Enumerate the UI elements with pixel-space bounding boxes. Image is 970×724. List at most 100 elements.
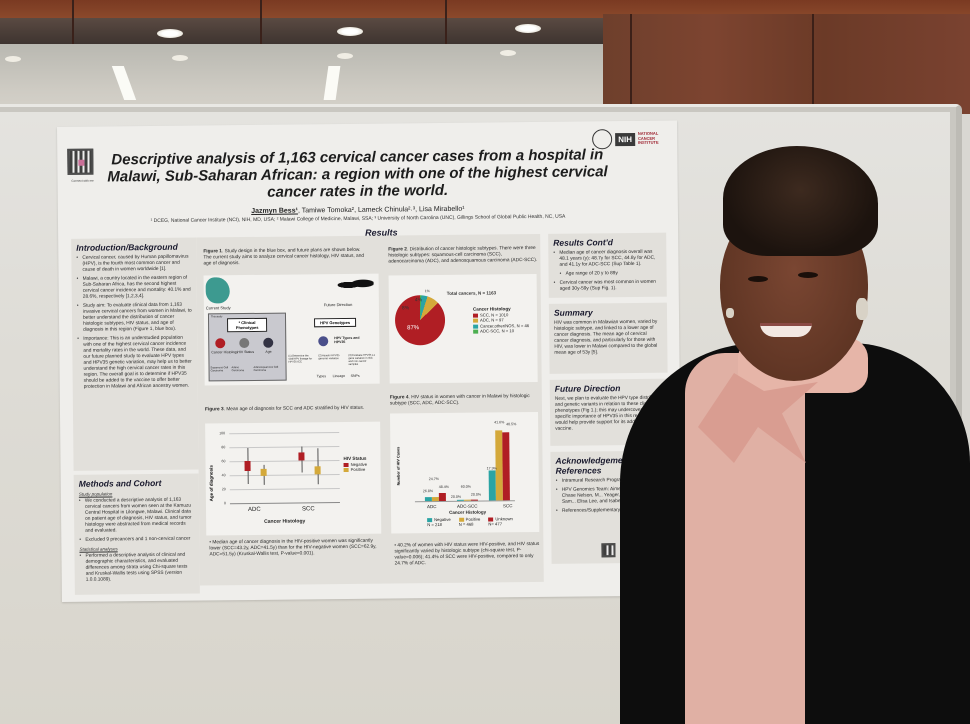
pie-legend: Cancer Histology SCC, N = 1010 ADC, N = … bbox=[473, 306, 529, 334]
fig1-study-design: Current Study Future Direction This stud… bbox=[203, 273, 380, 386]
nci-text: NATIONAL CANCER INSTITUTE bbox=[637, 130, 659, 146]
types-label: Types bbox=[316, 374, 326, 379]
hiv-status-label: HIV Status bbox=[237, 349, 255, 355]
bar-plot-area bbox=[420, 424, 511, 502]
y-tick: 40 bbox=[221, 473, 226, 478]
adc-scc-label: Adenosquamous Cell Carcinoma bbox=[253, 365, 279, 372]
wood-seam bbox=[630, 14, 632, 114]
ceiling-seam bbox=[445, 0, 447, 44]
references-qr-code-icon[interactable] bbox=[601, 543, 616, 558]
earring bbox=[856, 298, 868, 320]
wood-seam bbox=[812, 14, 814, 114]
fig3-bullet: • Median age of cancer diagnosis in the … bbox=[209, 538, 377, 558]
hiv-status-icon bbox=[239, 337, 250, 349]
study-population-label: Study population bbox=[78, 491, 113, 497]
snps-label: SNPs bbox=[350, 373, 360, 378]
fig4-legend: Negative N = 218 Positive N = 468 Unknown N… bbox=[427, 516, 513, 528]
x-category: ADC bbox=[426, 504, 437, 510]
hpv-types-label: HPV Types and HPV35 bbox=[334, 335, 360, 345]
fig2-pie-chart: 87% 8% 4% 1% Total cancers, N = 1163 Can… bbox=[388, 273, 538, 384]
bar-adcscc-unknown bbox=[470, 499, 478, 501]
bar-adcscc-negative bbox=[456, 499, 464, 501]
y-tick: 0 bbox=[223, 501, 226, 506]
ceiling-seam bbox=[260, 0, 262, 44]
box-adc-negative bbox=[244, 460, 251, 472]
bar-label: 24.7% bbox=[428, 477, 439, 482]
hiv-status-legend: HIV Status Negative Positive bbox=[343, 456, 367, 473]
gridline bbox=[229, 488, 340, 491]
intro-heading: Introduction/Background bbox=[76, 241, 178, 253]
cancer-histology-icon bbox=[215, 338, 226, 349]
fig4-caption: Figure 4. HIV status in women with cance… bbox=[389, 394, 530, 407]
x-axis bbox=[229, 502, 340, 505]
ceiling-downlight bbox=[157, 29, 183, 38]
gridline bbox=[229, 432, 340, 435]
box-scc-negative bbox=[298, 452, 305, 461]
adc-label: Adeno Carcinoma bbox=[231, 366, 245, 373]
results-heading: Results bbox=[365, 227, 398, 238]
current-study-box: This study * Clinical Phenotypes Cancer … bbox=[207, 312, 287, 382]
x-category: ADC-SCC bbox=[456, 503, 478, 509]
intro-item: Cervical cancer, caused by Human papillo… bbox=[76, 255, 191, 274]
fig4-bullet: • 40.2% of women with HIV status were HI… bbox=[394, 541, 540, 567]
aim3-label: (3) Evaluate HPV35 L1 gene variation in … bbox=[348, 353, 375, 366]
legend-item: ADC-SCC, N = 10 bbox=[480, 328, 515, 334]
hair-updo bbox=[723, 146, 878, 256]
intro-section: Introduction/Background Cervical cancer,… bbox=[71, 237, 199, 471]
qr-caption: Connect with me bbox=[71, 178, 94, 183]
x-category: ADC bbox=[247, 506, 261, 514]
bar-label: 40.5% bbox=[506, 422, 517, 427]
nih-badge: NIH bbox=[615, 132, 636, 146]
world-map-icon bbox=[337, 277, 374, 293]
bar-label: 60.0% bbox=[460, 484, 472, 489]
intro-item: Malawi, a country located in the eastern… bbox=[77, 276, 192, 301]
ceiling-seam bbox=[72, 0, 74, 44]
pie-label-adc: 8% bbox=[401, 305, 410, 312]
statistical-label: Statistical analyses bbox=[79, 546, 118, 552]
fig3-box-plot: Age of diagnosis 100 80 60 40 20 0 bbox=[205, 421, 382, 536]
x-axis-title: Cancer Histology bbox=[264, 518, 306, 525]
y-axis-title: Age of diagnosis bbox=[208, 465, 214, 502]
clinical-phenotypes-node: * Clinical Phenotypes bbox=[227, 317, 268, 333]
methods-item: We conducted a descriptive analysis of 1… bbox=[79, 498, 194, 535]
wall-light-reflection bbox=[172, 55, 188, 61]
ceiling-downlight bbox=[515, 24, 541, 33]
future-direction-label: Future Direction bbox=[323, 301, 353, 308]
methods-section: Methods and Cohort Study population We c… bbox=[73, 473, 200, 595]
box-adc-positive bbox=[260, 468, 267, 476]
intro-item: Study aim: To evaluate clinical data fro… bbox=[77, 303, 192, 334]
research-poster: Connect with me NIH NATIONAL CANCER INST… bbox=[57, 120, 682, 602]
bar-label: 20.0% bbox=[470, 492, 482, 497]
bar-label: 48.4% bbox=[438, 484, 450, 490]
bar-label: 20.0% bbox=[450, 494, 462, 499]
qr-code-icon[interactable] bbox=[67, 148, 94, 175]
gridline bbox=[229, 474, 340, 477]
methods-item: Performed a descriptive analysis of clin… bbox=[79, 553, 194, 584]
study-box-tag: This study bbox=[210, 315, 223, 319]
methods-heading: Methods and Cohort bbox=[78, 477, 162, 489]
intro-item: Importance: This is an understudied popu… bbox=[77, 336, 193, 391]
bar-adc-unknown bbox=[438, 492, 446, 502]
y-tick: 100 bbox=[219, 431, 226, 436]
age-icon bbox=[263, 337, 274, 348]
age-label: Age bbox=[265, 349, 272, 354]
y-axis-title: Number of HIV Cases bbox=[396, 446, 401, 486]
africa-map-icon bbox=[205, 277, 230, 304]
legend-item: Positive bbox=[350, 467, 366, 473]
left-eye bbox=[748, 276, 768, 282]
y-tick: 60 bbox=[221, 459, 226, 464]
total-cancers-label: Total cancers, N = 1163 bbox=[446, 290, 497, 296]
fig4-bar-chart: Number of HIV Cases 26.8% 24.7% 48.4% 20… bbox=[390, 411, 540, 534]
hpv-genotypes-node: HPV Genotypes bbox=[314, 317, 357, 328]
fig1-caption: Figure 1. Study design in the blue box, … bbox=[203, 247, 365, 267]
x-category: SCC bbox=[502, 503, 513, 509]
legend-title: Cancer Histology bbox=[472, 306, 511, 312]
wall-light-reflection bbox=[500, 50, 516, 56]
current-study-label: Current Study bbox=[205, 305, 231, 311]
smile bbox=[760, 323, 812, 337]
bar-adcscc-positive bbox=[463, 499, 471, 501]
y-tick: 20 bbox=[221, 487, 226, 492]
scc-label: Squamous Cell Carcinoma bbox=[210, 366, 229, 373]
bar-label: 17.9% bbox=[486, 466, 497, 471]
